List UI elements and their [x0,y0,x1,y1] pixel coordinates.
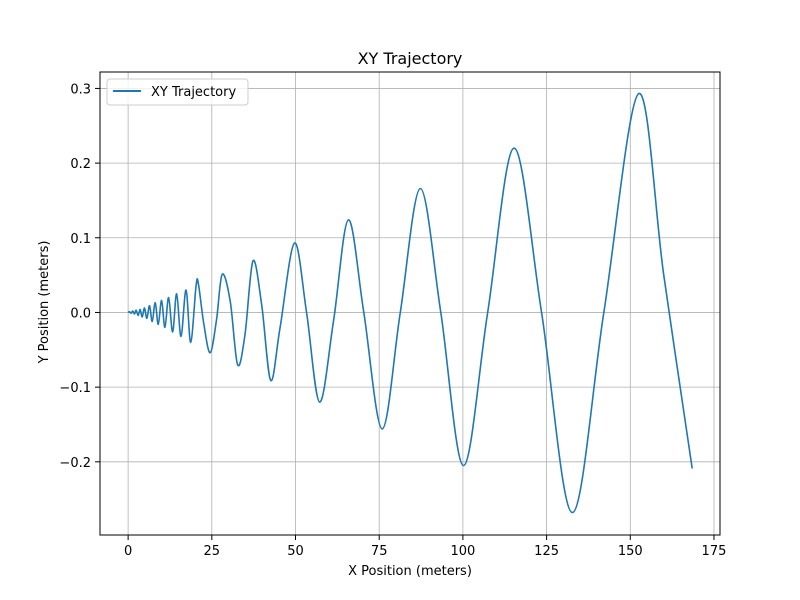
x-tick-label: 75 [371,544,388,559]
y-tick-label: −0.2 [59,456,91,471]
y-axis-label: Y Position (meters) [37,241,52,365]
x-tick-label: 25 [204,544,221,559]
x-tick-label: 175 [702,544,727,559]
plot-frame [99,71,721,536]
grid [100,72,720,535]
y-tick-label: 0.3 [70,82,91,97]
x-tick-label: 150 [618,544,643,559]
x-tick-label: 50 [287,544,304,559]
legend: XY Trajectory [106,78,249,106]
x-axis-ticks: 0 25 50 75 100 125 150 175 [124,535,726,559]
y-tick-label: 0.0 [70,306,91,321]
x-tick-label: 125 [534,544,559,559]
y-axis-ticks: −0.2 −0.1 0.0 0.1 0.2 0.3 [59,82,100,471]
y-tick-label: 0.2 [70,157,91,172]
trajectory-line [127,92,694,514]
x-tick-label: 100 [450,544,475,559]
y-tick-label: 0.1 [70,232,91,247]
y-tick-label: −0.1 [59,381,91,396]
chart-title: XY Trajectory [358,49,463,68]
series-xy-trajectory [127,92,694,514]
x-axis-label: X Position (meters) [348,564,472,579]
x-tick-label: 0 [124,544,132,559]
legend-box [106,78,249,106]
legend-entry-label: XY Trajectory [151,85,236,100]
